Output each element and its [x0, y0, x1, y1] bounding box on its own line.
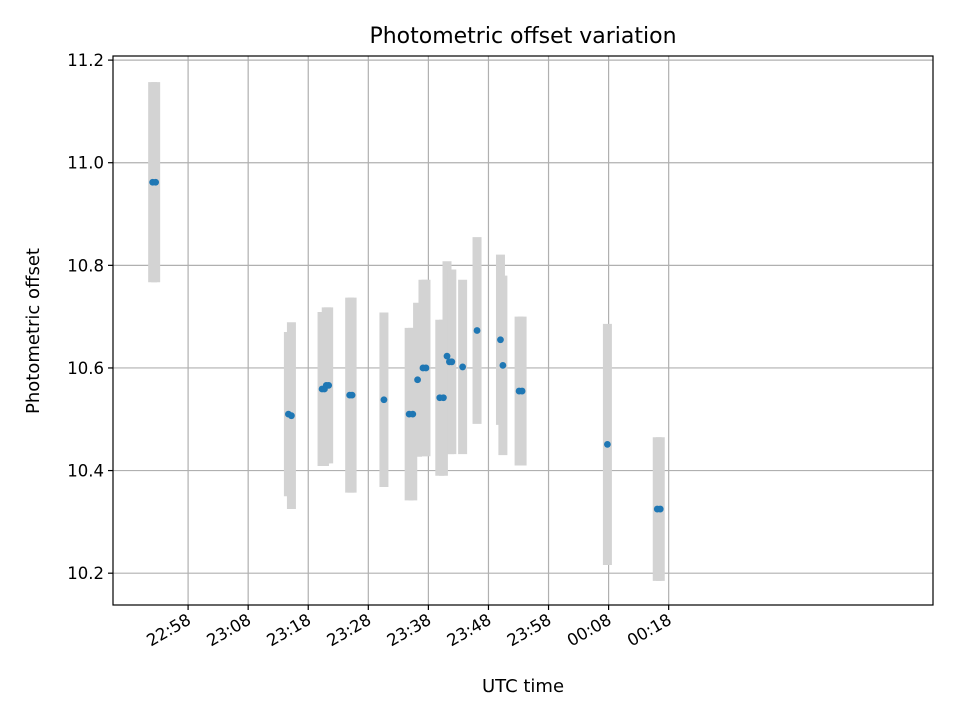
y-axis-ticks: 10.2 10.4 10.6 10.8 11.0 11.2: [67, 51, 113, 583]
plot-frame: [112, 55, 934, 606]
y-tick-label: 10.8: [67, 256, 104, 275]
data-point: [348, 391, 356, 399]
chart-title: Photometric offset variation: [369, 24, 676, 49]
data-point: [288, 412, 295, 420]
data-point: [409, 410, 417, 418]
data-point: [473, 327, 481, 334]
data-point: [656, 505, 664, 513]
y-tick-label: 10.4: [67, 462, 104, 481]
data-point: [518, 387, 526, 395]
grid: [113, 56, 933, 605]
data-point: [440, 394, 447, 402]
data-point: [443, 352, 451, 360]
data-point: [459, 363, 467, 371]
data-point: [499, 361, 507, 369]
y-tick-label: 10.2: [67, 564, 104, 583]
data-point: [325, 382, 333, 389]
y-tick-label: 11.2: [67, 51, 104, 70]
data-point: [604, 441, 611, 448]
x-axis-label: UTC time: [482, 676, 564, 697]
data-point: [414, 376, 421, 384]
y-tick-label: 11.0: [67, 154, 104, 173]
data-point: [422, 364, 430, 372]
data-point: [380, 396, 388, 404]
y-tick-label: 10.6: [67, 359, 104, 378]
y-axis-label: Photometric offset: [23, 248, 44, 414]
data-points: [149, 178, 664, 513]
data-point: [448, 358, 456, 366]
data-point: [152, 178, 160, 186]
data-point: [497, 336, 504, 344]
